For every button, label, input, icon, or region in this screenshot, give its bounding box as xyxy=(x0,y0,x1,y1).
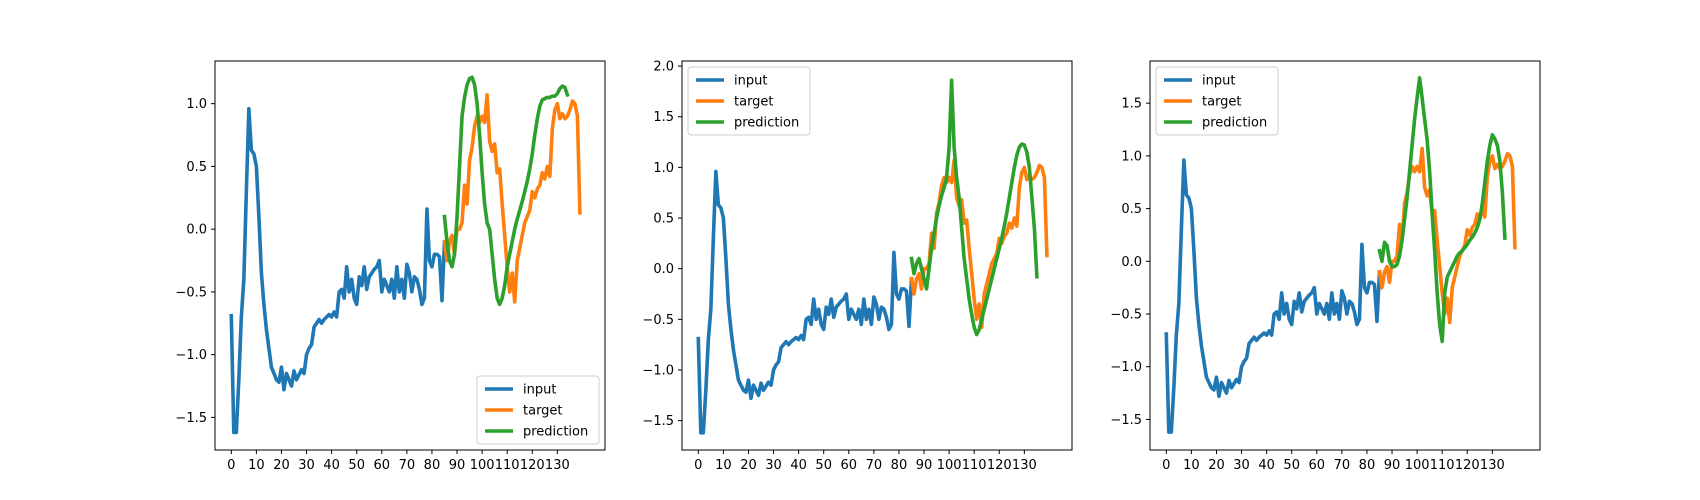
y-tick-label: −1.5 xyxy=(1110,413,1142,428)
legend-label-input: input xyxy=(523,383,556,398)
legend-box xyxy=(1155,66,1279,136)
y-tick-label: −0.5 xyxy=(642,313,674,328)
x-tick-label: 70 xyxy=(866,458,883,473)
x-tick-label: 30 xyxy=(765,458,782,473)
legend-label-target: target xyxy=(734,95,774,110)
x-tick-label: 40 xyxy=(790,458,807,473)
series-line-target xyxy=(442,93,582,304)
axes-frame xyxy=(681,60,1073,451)
x-tick-label: 0 xyxy=(1162,458,1170,473)
x-tick-label: 10 xyxy=(715,458,732,473)
legend: input target prediction xyxy=(1155,66,1279,136)
legend-label-prediction: prediction xyxy=(734,116,799,131)
x-tick-label: 40 xyxy=(323,458,340,473)
y-tick-label: 0.5 xyxy=(653,212,674,227)
series-line-input xyxy=(696,169,914,435)
y-tick-label: −1.5 xyxy=(175,411,207,426)
legend-label-input: input xyxy=(734,74,767,89)
y-tick-label: 0.5 xyxy=(1121,202,1142,217)
x-tick-label: 50 xyxy=(348,458,365,473)
x-tick-label: 40 xyxy=(1258,458,1275,473)
x-tick-label: 70 xyxy=(399,458,416,473)
legend: input target prediction xyxy=(687,66,811,136)
x-tick-label: 50 xyxy=(815,458,832,473)
subplot-3: 0 10 20 30 40 50 60 70 80 90 100 110 120 130 −1.5 −1.0 −… xyxy=(1110,60,1541,473)
legend-label-prediction: prediction xyxy=(1202,116,1267,131)
series-line-target xyxy=(909,158,1049,330)
y-tick-label: 1.0 xyxy=(653,161,674,176)
x-tick-label: 110 xyxy=(1430,458,1455,473)
y-tick-label: 0.5 xyxy=(186,160,207,175)
x-tick-label: 20 xyxy=(1208,458,1225,473)
x-tick-label: 100 xyxy=(937,458,962,473)
legend: input target prediction xyxy=(476,375,600,445)
legend-label-target: target xyxy=(1202,95,1242,110)
x-tick-label: 90 xyxy=(449,458,466,473)
x-tick-label: 130 xyxy=(545,458,570,473)
y-tick-label: −1.0 xyxy=(175,348,207,363)
y-tick-label: −1.5 xyxy=(642,414,674,429)
series-group xyxy=(1164,76,1517,434)
y-tick-label: 1.0 xyxy=(1121,149,1142,164)
y-tick-label: 1.0 xyxy=(186,97,207,112)
y-tick-label: −0.5 xyxy=(175,285,207,300)
subplot-2: 0 10 20 30 40 50 60 70 80 90 100 110 120 130 −1.5 −1.0 −… xyxy=(642,60,1073,473)
legend-box xyxy=(476,375,600,445)
series-group xyxy=(696,78,1049,435)
x-tick-label: 70 xyxy=(1334,458,1351,473)
axes-frame xyxy=(1149,60,1541,451)
series-line-input xyxy=(229,106,447,435)
legend-box xyxy=(687,66,811,136)
x-tick-label: 80 xyxy=(1359,458,1376,473)
x-tick-label: 80 xyxy=(424,458,441,473)
x-tick-label: 90 xyxy=(916,458,933,473)
x-tick-label: 0 xyxy=(227,458,235,473)
x-tick-label: 20 xyxy=(273,458,290,473)
x-tick-label: 20 xyxy=(740,458,757,473)
series-line-prediction xyxy=(909,78,1039,337)
y-tick-label: 1.5 xyxy=(653,110,674,125)
x-tick-label: 10 xyxy=(1183,458,1200,473)
x-tick-label: 50 xyxy=(1283,458,1300,473)
x-tick-label: 100 xyxy=(1405,458,1430,473)
legend-label-prediction: prediction xyxy=(523,425,588,440)
x-tick-label: 60 xyxy=(841,458,858,473)
y-tick-label: −0.5 xyxy=(1110,308,1142,323)
y-tick-label: −1.0 xyxy=(642,363,674,378)
x-tick-label: 110 xyxy=(962,458,987,473)
y-tick-label: 1.5 xyxy=(1121,97,1142,112)
x-tick-label: 120 xyxy=(520,458,545,473)
series-group xyxy=(229,75,582,435)
series-line-target xyxy=(1377,146,1517,325)
x-tick-label: 30 xyxy=(298,458,315,473)
legend-label-target: target xyxy=(523,404,563,419)
x-tick-label: 120 xyxy=(987,458,1012,473)
x-tick-label: 30 xyxy=(1233,458,1250,473)
legend-label-input: input xyxy=(1202,74,1235,89)
y-tick-label: 2.0 xyxy=(653,60,674,75)
x-tick-label: 110 xyxy=(495,458,520,473)
x-tick-label: 90 xyxy=(1384,458,1401,473)
series-line-input xyxy=(1164,158,1382,434)
y-tick-label: 0.0 xyxy=(186,223,207,238)
y-tick-label: 0.0 xyxy=(653,262,674,277)
x-tick-label: 130 xyxy=(1480,458,1505,473)
series-line-prediction xyxy=(442,75,570,307)
x-tick-label: 0 xyxy=(694,458,702,473)
x-tick-label: 80 xyxy=(891,458,908,473)
subplot-grid: 0 10 20 30 40 50 60 70 80 90 100 110 120 130−1.5−1.0−… xyxy=(175,60,1541,473)
axes-frame xyxy=(214,60,606,451)
subplot-1: 0 10 20 30 40 50 60 70 80 90 100 110 120 130 −1.5 −1.0 −… xyxy=(175,60,606,473)
x-tick-label: 10 xyxy=(248,458,265,473)
x-tick-label: 100 xyxy=(470,458,495,473)
x-tick-label: 120 xyxy=(1455,458,1480,473)
x-tick-label: 60 xyxy=(1309,458,1326,473)
y-tick-label: −1.0 xyxy=(1110,360,1142,375)
x-tick-label: 60 xyxy=(374,458,391,473)
x-tick-label: 130 xyxy=(1012,458,1037,473)
series-line-prediction xyxy=(1377,76,1507,344)
y-tick-label: 0.0 xyxy=(1121,255,1142,270)
